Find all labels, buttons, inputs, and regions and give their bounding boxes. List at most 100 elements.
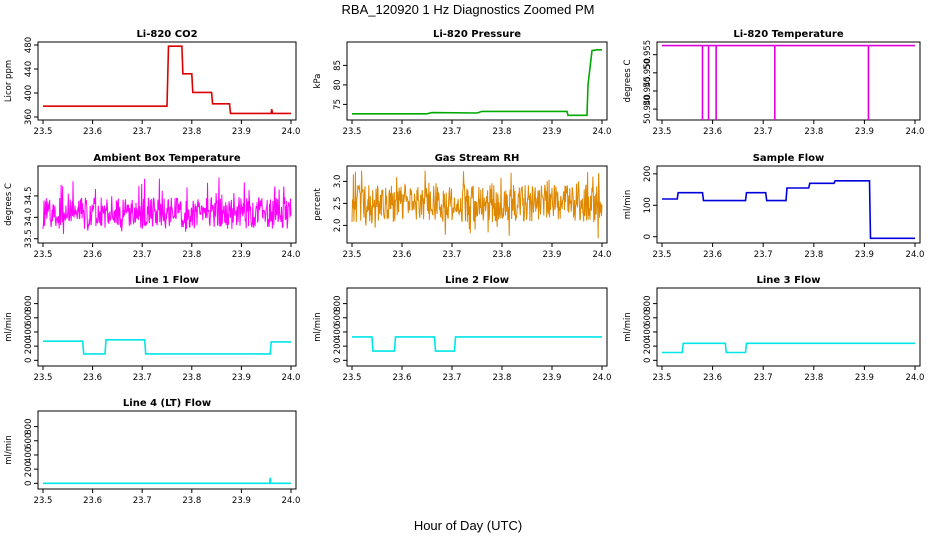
- panel-title: Line 2 Flow: [445, 275, 509, 286]
- x-tick-label: 23.9: [543, 373, 562, 383]
- y-tick-label: 800: [643, 295, 653, 311]
- series-trace: [351, 170, 603, 239]
- x-tick-label: 23.5: [34, 373, 53, 383]
- x-tick-label: 24.0: [282, 373, 301, 383]
- x-tick-label: 23.8: [182, 373, 201, 383]
- y-tick-label: 200: [643, 166, 653, 182]
- x-tick-label: 23.5: [34, 127, 53, 137]
- y-tick-label: 3.0: [333, 175, 343, 189]
- panel-title: Li-820 Pressure: [433, 29, 521, 40]
- y-tick-label: 400: [643, 324, 653, 340]
- y-axis-label: percent: [313, 188, 323, 221]
- x-tick-label: 24.0: [282, 127, 301, 137]
- x-tick-label: 23.5: [343, 250, 362, 260]
- x-tick-label: 23.6: [83, 250, 102, 260]
- x-tick-label: 23.9: [232, 250, 251, 260]
- x-tick-label: 23.9: [855, 250, 874, 260]
- x-tick-label: 24.0: [593, 373, 612, 383]
- y-axis-label: Licor ppm: [4, 60, 14, 102]
- x-tick-label: 23.9: [543, 127, 562, 137]
- y-tick-label: 0: [643, 234, 653, 239]
- plot-frame: [37, 410, 297, 490]
- y-tick-label: 50.950: [643, 58, 653, 88]
- y-tick-label: 200: [643, 338, 653, 354]
- y-tick-label: 0: [643, 358, 653, 363]
- panel-4: Gas Stream RH 23.5 23.6 23.7 23.8 23.9 24.0 2.0…: [313, 153, 611, 260]
- panel-6: Line 1 Flow 23.5 23.6 23.7 23.8 23.9 24.0 0 2004…: [4, 275, 300, 383]
- y-axis-label: ml/min: [313, 312, 323, 342]
- y-tick-label: 600: [24, 310, 34, 326]
- panel-0: Li-820 CO2 23.5 23.6 23.7 23.8 23.9 24.0 360 400…: [4, 29, 300, 137]
- figure-x-axis-label: Hour of Day (UTC): [413, 518, 523, 533]
- x-tick-label: 23.9: [855, 373, 874, 383]
- y-tick-label: 2.5: [333, 197, 343, 211]
- x-tick-label: 23.5: [343, 127, 362, 137]
- x-tick-label: 23.7: [133, 373, 152, 383]
- x-tick-label: 24.0: [593, 250, 612, 260]
- y-tick-label: 200: [333, 338, 343, 354]
- y-tick-label: 85: [333, 60, 343, 71]
- x-tick-label: 23.7: [133, 250, 152, 260]
- x-tick-label: 23.6: [703, 373, 722, 383]
- x-tick-label: 23.7: [754, 127, 773, 137]
- y-tick-label: 2.0: [333, 219, 343, 233]
- x-tick-label: 23.6: [83, 373, 102, 383]
- x-tick-label: 23.5: [34, 496, 53, 506]
- plot-frame: [37, 287, 297, 367]
- x-tick-label: 23.9: [232, 496, 251, 506]
- panel-title: Line 1 Flow: [135, 275, 199, 286]
- x-tick-label: 23.6: [393, 250, 412, 260]
- x-tick-label: 23.6: [83, 496, 102, 506]
- y-tick-label: 400: [24, 85, 34, 101]
- plot-frame: [656, 165, 921, 244]
- y-tick-label: 480: [24, 37, 34, 53]
- x-tick-label: 23.7: [754, 250, 773, 260]
- x-tick-label: 24.0: [906, 250, 925, 260]
- series-trace: [43, 477, 291, 485]
- panel-title: Ambient Box Temperature: [93, 153, 240, 164]
- y-tick-label: 0: [24, 481, 34, 486]
- panel-title: Li-820 CO2: [136, 29, 197, 40]
- plot-frame: [37, 165, 297, 244]
- y-tick-label: 360: [24, 109, 34, 125]
- y-tick-label: 0: [333, 358, 343, 363]
- y-axis-label: ml/min: [4, 435, 14, 465]
- y-axis-label: degrees C: [623, 60, 633, 103]
- panel-8: Line 3 Flow 23.5 23.6 23.7 23.8 23.9 24.0 0 2004…: [623, 275, 924, 383]
- plot-frame: [346, 41, 608, 121]
- series-trace: [43, 338, 291, 355]
- panel-title: Sample Flow: [753, 153, 825, 164]
- y-tick-label: 34.5: [24, 186, 34, 205]
- x-tick-label: 23.6: [83, 127, 102, 137]
- series-trace: [662, 180, 915, 240]
- y-tick-label: 50.955: [643, 40, 653, 70]
- x-tick-label: 23.5: [653, 373, 672, 383]
- y-axis-label: ml/min: [623, 312, 633, 342]
- x-tick-label: 23.6: [393, 373, 412, 383]
- x-tick-label: 23.8: [804, 127, 823, 137]
- x-tick-label: 23.8: [182, 127, 201, 137]
- x-tick-label: 23.9: [543, 250, 562, 260]
- series-trace: [662, 342, 915, 354]
- x-tick-label: 23.9: [232, 373, 251, 383]
- figure-title: RBA_120920 1 Hz Diagnostics Zoomed PM: [341, 2, 595, 17]
- plot-frame: [37, 41, 297, 121]
- y-axis-label: ml/min: [4, 312, 14, 342]
- series-trace: [352, 48, 602, 117]
- panel-1: Li-820 Pressure 23.5 23.6 23.7 23.8 23.9 24.0 7…: [313, 29, 611, 137]
- y-axis-label: ml/min: [623, 190, 633, 220]
- y-tick-label: 600: [24, 433, 34, 449]
- x-tick-label: 23.9: [855, 127, 874, 137]
- x-tick-label: 24.0: [906, 127, 925, 137]
- x-tick-label: 23.8: [493, 127, 512, 137]
- x-tick-label: 23.8: [182, 496, 201, 506]
- x-tick-label: 23.6: [703, 250, 722, 260]
- y-tick-label: 200: [24, 461, 34, 477]
- panel-title: Line 4 (LT) Flow: [123, 398, 211, 409]
- plot-frame: [656, 287, 921, 367]
- y-tick-label: 200: [24, 338, 34, 354]
- series-trace: [352, 336, 602, 352]
- y-tick-label: 600: [643, 310, 653, 326]
- y-tick-label: 50.945: [643, 76, 653, 106]
